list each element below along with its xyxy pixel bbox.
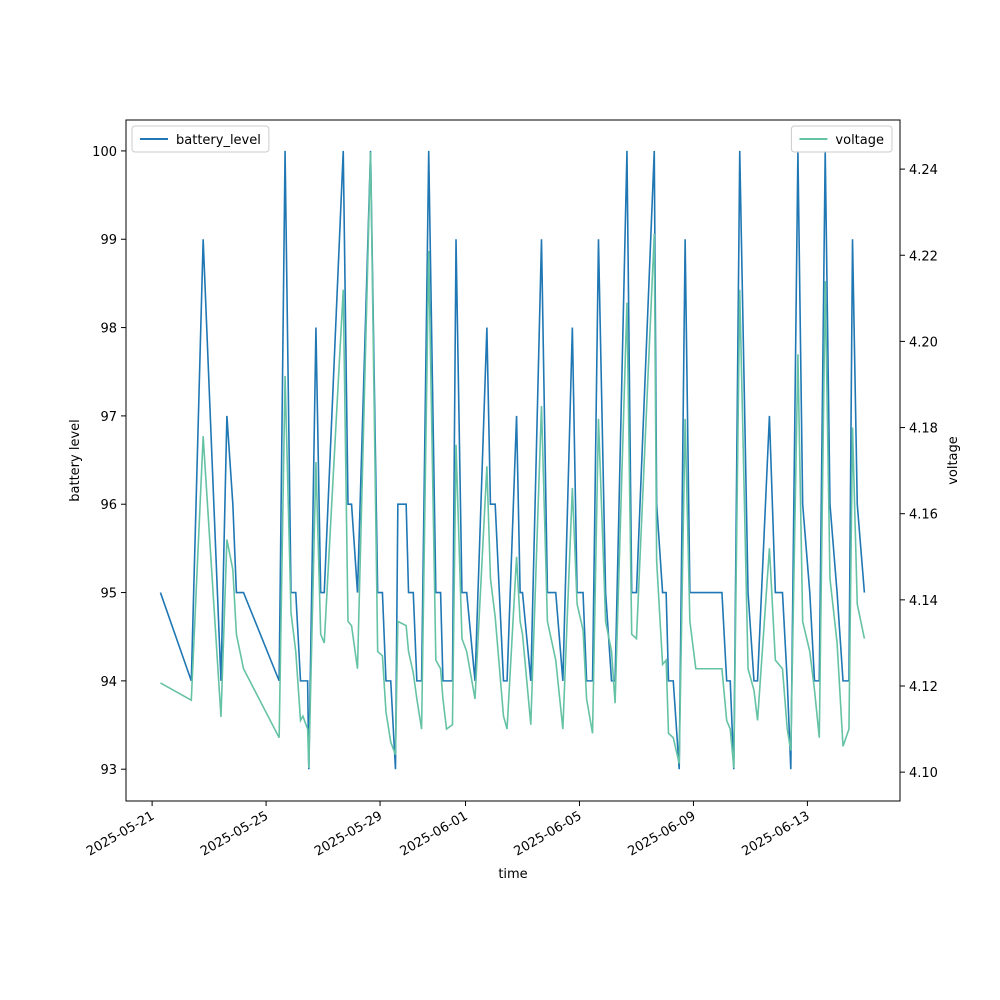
x-tick-label: 2025-06-09: [626, 809, 699, 860]
legend-label: voltage: [835, 133, 884, 148]
y-tick-label: 94: [100, 675, 117, 690]
y2-tick-label: 4.12: [909, 680, 938, 695]
y2-tick-label: 4.14: [909, 594, 938, 609]
y-tick-label: 100: [92, 145, 117, 160]
y-axis-label: battery level: [68, 419, 83, 502]
x-tick-label: 2025-05-25: [198, 809, 271, 860]
plot-frame: [125, 119, 901, 802]
y2-tick-label: 4.16: [909, 508, 938, 523]
y2-tick-label: 4.24: [909, 163, 938, 178]
legend: battery_level: [131, 125, 270, 153]
y2-tick-label: 4.20: [909, 335, 938, 350]
y-tick-label: 97: [100, 410, 117, 425]
legend-box: [131, 125, 270, 153]
x-tick-label: 2025-06-01: [398, 809, 471, 860]
y-tick-label: 99: [100, 233, 117, 248]
y-tick-label: 96: [100, 498, 117, 513]
x-tick-label: 2025-06-13: [739, 809, 812, 860]
x-tick-label: 2025-05-29: [312, 809, 385, 860]
x-tick-label: 2025-06-05: [512, 809, 585, 860]
y2-tick-label: 4.22: [909, 249, 938, 264]
series-line: [160, 151, 866, 768]
series-line: [159, 150, 866, 770]
x-axis-label: time: [498, 867, 527, 882]
legend: voltage: [790, 125, 893, 153]
y-tick-label: 98: [100, 322, 117, 337]
legend-label: battery_level: [176, 133, 261, 148]
y-tick-label: 93: [100, 763, 117, 778]
y2-axis-label: voltage: [946, 436, 961, 485]
y2-tick-label: 4.10: [909, 766, 938, 781]
x-tick-label: 2025-05-21: [84, 809, 157, 860]
y-tick-label: 95: [100, 587, 117, 602]
y2-tick-label: 4.18: [909, 422, 938, 437]
legend-box: [790, 125, 893, 153]
